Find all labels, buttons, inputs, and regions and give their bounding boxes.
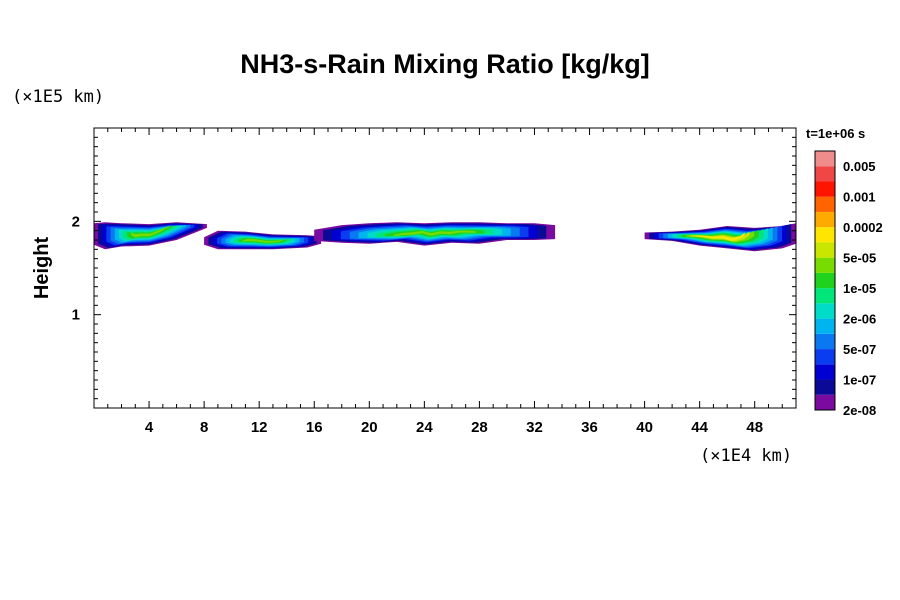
colorbar-label: 2e-08 xyxy=(843,403,876,418)
x-tick-label: 24 xyxy=(416,419,433,436)
x-tick-label: 16 xyxy=(306,419,323,436)
colorbar-swatch xyxy=(815,288,835,304)
colorbar-label: 5e-07 xyxy=(843,342,876,357)
colorbar-label: 1e-07 xyxy=(843,373,876,388)
x-tick-label: 20 xyxy=(361,419,378,436)
x-tick-label: 36 xyxy=(581,419,598,436)
x-tick-label: 40 xyxy=(636,419,653,436)
x-tick-label: 48 xyxy=(746,419,763,436)
x-tick-label: 44 xyxy=(691,419,708,436)
y-tick-label: 1 xyxy=(72,307,80,324)
colorbar-frame xyxy=(814,150,836,411)
colorbar-swatch xyxy=(815,364,835,380)
colorbar-swatch xyxy=(815,181,835,197)
colorbar-swatch xyxy=(815,151,835,167)
colorbar-swatch xyxy=(815,333,835,350)
colorbar-swatch xyxy=(815,303,835,319)
x-tick-label: 8 xyxy=(200,419,208,436)
y-unit-label: (×1E5 km) xyxy=(12,87,104,107)
colorbar-swatch xyxy=(815,196,835,212)
colorbar-swatch xyxy=(815,242,835,258)
colorbar-swatch xyxy=(815,394,835,410)
colorbar-label: 0.0002 xyxy=(843,220,883,235)
colorbar-label: 0.005 xyxy=(843,159,876,174)
y-tick-label: 2 xyxy=(72,213,80,230)
contour-region-2-level-9 xyxy=(393,230,476,236)
contour-region-0-level-9 xyxy=(131,225,170,238)
x-tick-label: 28 xyxy=(471,419,488,436)
x-tick-label: 12 xyxy=(251,419,268,436)
colorbar-swatch xyxy=(815,272,835,289)
colorbar-swatch xyxy=(815,257,835,273)
colorbar-label: 5e-05 xyxy=(843,251,876,266)
x-tick-label: 32 xyxy=(526,419,543,436)
contour-region-3-level-11 xyxy=(695,232,745,241)
colorbar-swatch xyxy=(815,318,835,334)
contour-region-1-level-9 xyxy=(242,238,283,243)
chart-title: NH3-s-Rain Mixing Ratio [kg/kg] xyxy=(240,49,650,79)
plot-frame xyxy=(93,127,797,409)
colorbar-swatch xyxy=(815,349,835,365)
colorbar: 0.005 0.001 0.0002 5e-05 1e-05 2e-06 5e-07 1e-0… xyxy=(814,150,883,418)
colorbar-label: 0.001 xyxy=(843,190,876,205)
contour-fields xyxy=(94,222,796,252)
colorbar-swatch xyxy=(815,379,835,395)
y-axis: 12 xyxy=(72,136,796,400)
y-axis-label: Height xyxy=(31,237,53,300)
x-unit-label: (×1E4 km) xyxy=(700,446,792,466)
x-axis: 4 8 12 16 20 24 28 32 36 40 44 48 xyxy=(107,128,783,436)
colorbar-label: 1e-05 xyxy=(843,281,876,296)
colorbar-swatch xyxy=(815,166,835,182)
colorbar-swatch xyxy=(815,227,835,243)
time-label: t=1e+06 s xyxy=(806,126,865,141)
colorbar-swatch xyxy=(815,211,835,228)
plot-area xyxy=(93,127,797,409)
x-tick-label: 4 xyxy=(145,419,154,436)
colorbar-label: 2e-06 xyxy=(843,312,876,327)
